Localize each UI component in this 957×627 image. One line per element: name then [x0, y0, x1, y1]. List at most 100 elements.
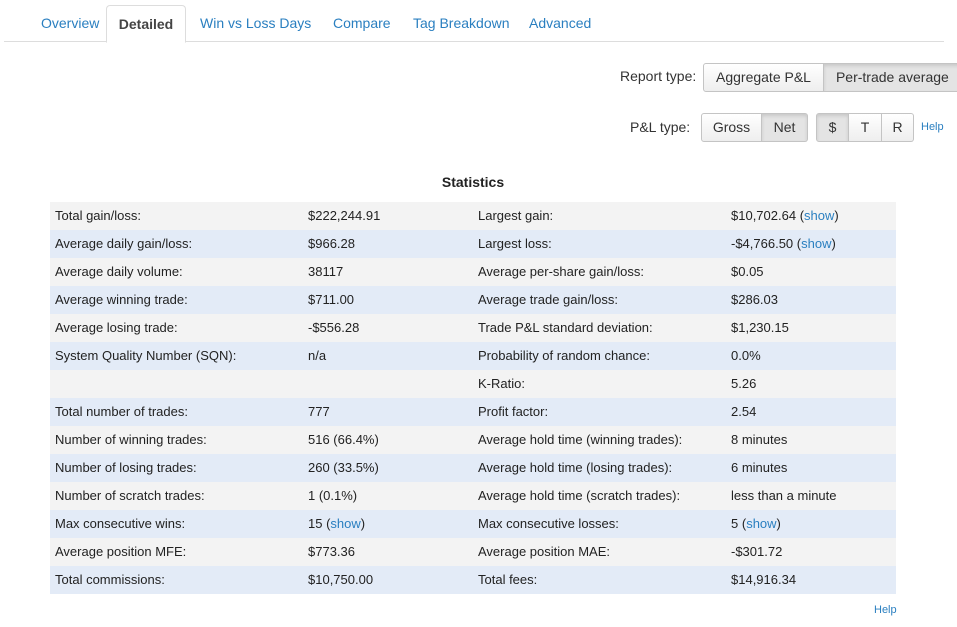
pnl-type-label: P&L type: — [630, 119, 691, 135]
show-link[interactable]: show — [330, 516, 361, 531]
stat-value-text: 2.54 — [731, 404, 757, 419]
table-row: Average daily volume: 38117 Average per-sh… — [50, 258, 896, 286]
show-link[interactable]: show — [801, 236, 832, 251]
stat-label: Average hold time (winning trades): — [473, 426, 726, 454]
gross-button[interactable]: Gross — [701, 113, 762, 142]
stat-label: System Quality Number (SQN): — [50, 342, 303, 370]
stat-value-text: -$556.28 — [308, 320, 360, 335]
stat-value: 6 minutes — [726, 454, 896, 482]
stat-value-text: 1 (0.1%) — [308, 488, 358, 503]
aggregate-pnl-button[interactable]: Aggregate P&L — [703, 63, 824, 92]
stat-label-text: Total number of trades: — [55, 404, 188, 419]
stat-label-text: Average per-share gain/loss: — [478, 264, 644, 279]
unit-dollar-button[interactable]: $ — [816, 113, 849, 142]
pnl-type-help-link[interactable]: Help — [921, 121, 944, 133]
stat-label: Max consecutive wins: — [50, 510, 303, 538]
stat-label-text: Average position MFE: — [55, 544, 187, 559]
stat-value-text: n/a — [308, 348, 327, 363]
stat-value-text: $222,244.91 — [308, 208, 381, 223]
stat-label-text: Max consecutive wins: — [55, 516, 186, 531]
stat-value — [303, 370, 473, 398]
stat-label-text: Average position MAE: — [478, 544, 610, 559]
table-row: Average winning trade: $711.00 Average tra… — [50, 286, 896, 314]
tab-overview[interactable]: Overview — [41, 15, 100, 31]
stat-value-text: $773.36 — [308, 544, 355, 559]
stat-label-text: Number of winning trades: — [55, 432, 207, 447]
stat-value-text: 777 — [308, 404, 330, 419]
stat-value: 516 (66.4%) — [303, 426, 473, 454]
table-row: System Quality Number (SQN): n/a Probabili… — [50, 342, 896, 370]
table-row: Total number of trades: 777 Profit factor:… — [50, 398, 896, 426]
tab-advanced[interactable]: Advanced — [529, 15, 592, 31]
stat-label-text: Average winning trade: — [55, 292, 188, 307]
unit-t-button[interactable]: T — [849, 113, 882, 142]
stat-value-text: 15 — [308, 516, 323, 531]
tab-detailed[interactable]: Detailed — [106, 5, 186, 43]
stat-label: Average trade gain/loss: — [473, 286, 726, 314]
stat-value-text: $0.05 — [731, 264, 764, 279]
stat-value: -$4,766.50 (show) — [731, 236, 836, 251]
table-row: Average position MFE: $773.36 Average posi… — [50, 538, 896, 566]
per-trade-average-button[interactable]: Per-trade average — [823, 63, 957, 92]
stat-label-text: Total gain/loss: — [55, 208, 141, 223]
table-row: Total commissions: $10,750.00 Total fees: $… — [50, 566, 896, 594]
unit-r-button[interactable]: R — [882, 113, 914, 142]
stat-value-text: 5.26 — [731, 376, 757, 391]
stat-value: 5 (show) — [731, 516, 781, 531]
stat-label-text: Average hold time (losing trades): — [478, 460, 673, 475]
stat-label: Total number of trades: — [50, 398, 303, 426]
stat-value: 0.0% — [726, 342, 896, 370]
stat-value-text: $10,702.64 — [731, 208, 797, 223]
show-link[interactable]: show — [804, 208, 835, 223]
stat-value-text: 0.0% — [731, 348, 761, 363]
stat-label: Total commissions: — [50, 566, 303, 594]
stat-label: Average winning trade: — [50, 286, 303, 314]
table-row: Average daily gain/loss: $966.28 Largest l… — [50, 230, 896, 258]
show-link[interactable]: show — [746, 516, 777, 531]
stat-value: 15 (show) — [308, 516, 366, 531]
tab-bar: Overview Detailed Win vs Loss Days Compa… — [4, 5, 944, 43]
stat-value-text: $711.00 — [308, 292, 355, 307]
stat-label-text: Average daily gain/loss: — [55, 236, 193, 251]
stat-label: Average position MAE: — [473, 538, 726, 566]
statistics-table: Total gain/loss: $222,244.91 Largest gain:… — [50, 202, 896, 594]
stat-value: -$556.28 — [303, 314, 473, 342]
report-type-label: Report type: — [620, 68, 697, 84]
stat-label: Average losing trade: — [50, 314, 303, 342]
stat-label-text: Trade P&L standard deviation: — [478, 320, 653, 335]
stat-label-text: Max consecutive losses: — [478, 516, 619, 531]
stat-label-text: Probability of random chance: — [478, 348, 650, 363]
stat-label-text: Average hold time (scratch trades): — [478, 488, 681, 503]
stat-value: $10,702.64 (show) — [731, 208, 839, 223]
stat-value-text: $14,916.34 — [731, 572, 797, 587]
tab-compare[interactable]: Compare — [333, 15, 391, 31]
stat-label: Average hold time (losing trades): — [473, 454, 726, 482]
tab-win-vs-loss-days[interactable]: Win vs Loss Days — [200, 15, 312, 31]
stat-value: $14,916.34 — [726, 566, 896, 594]
stat-label: Profit factor: — [473, 398, 726, 426]
stat-value: 5.26 — [726, 370, 896, 398]
stat-label: Trade P&L standard deviation: — [473, 314, 726, 342]
stat-value: n/a — [303, 342, 473, 370]
net-button[interactable]: Net — [762, 113, 808, 142]
stat-label: K-Ratio: — [473, 370, 726, 398]
stat-value: 8 minutes — [726, 426, 896, 454]
stat-value-text: 516 (66.4%) — [308, 432, 379, 447]
statistics-help-link[interactable]: Help — [874, 604, 897, 616]
stat-label: Average daily volume: — [50, 258, 303, 286]
table-row: Number of winning trades: 516 (66.4%) Aver… — [50, 426, 896, 454]
stat-label: Total gain/loss: — [50, 202, 303, 230]
stat-value-text: 8 minutes — [731, 432, 788, 447]
stat-label — [50, 370, 303, 398]
stat-value-text: $1,230.15 — [731, 320, 789, 335]
stat-label-text: Average trade gain/loss: — [478, 292, 618, 307]
table-row: Average losing trade: -$556.28 Trade P&L s… — [50, 314, 896, 342]
table-row: Number of losing trades: 260 (33.5%) Avera… — [50, 454, 896, 482]
table-row: Max consecutive wins: 15 (show) Max consec… — [50, 510, 896, 538]
tab-tag-breakdown[interactable]: Tag Breakdown — [413, 15, 510, 31]
stat-label-text: Total commissions: — [55, 572, 165, 587]
stat-label-text: Average hold time (winning trades): — [478, 432, 683, 447]
stat-label: Average per-share gain/loss: — [473, 258, 726, 286]
stat-value: 777 — [303, 398, 473, 426]
stat-label: Probability of random chance: — [473, 342, 726, 370]
